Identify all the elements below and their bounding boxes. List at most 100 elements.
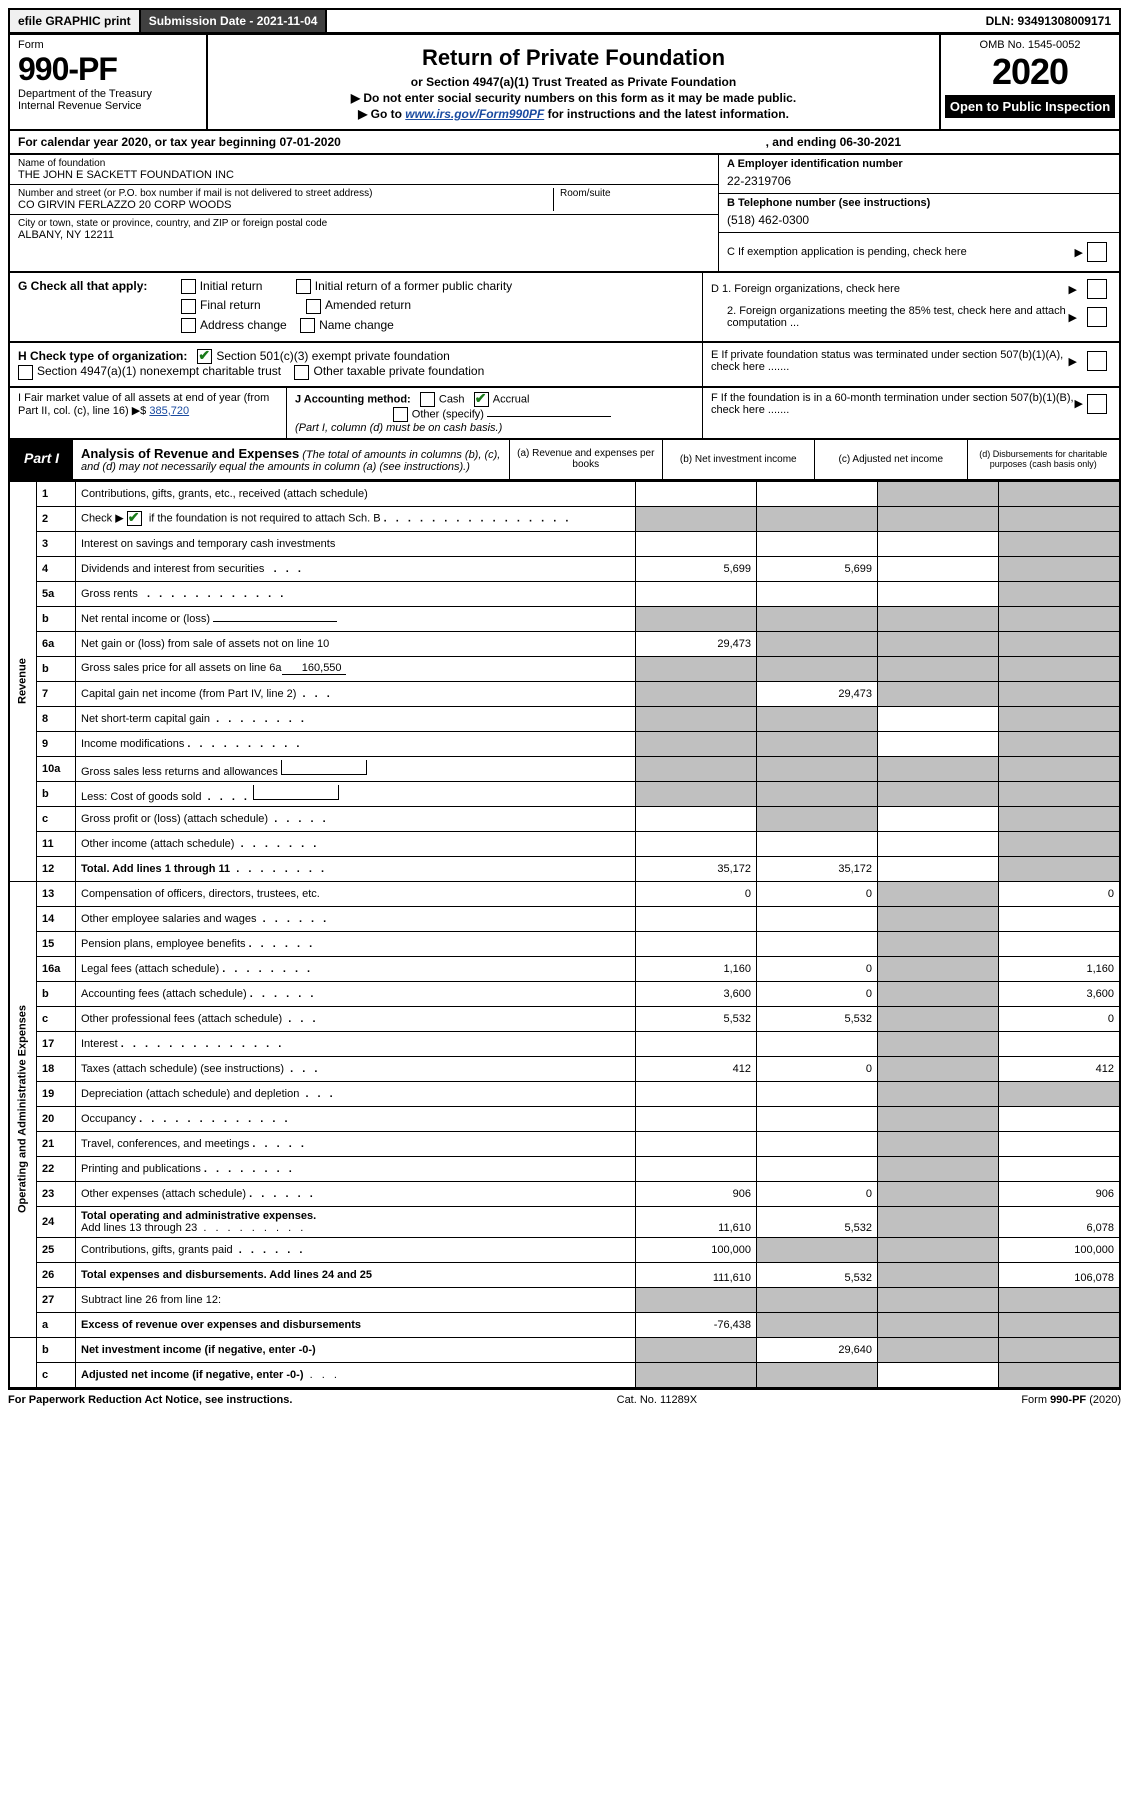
val-18b: 0	[757, 1056, 878, 1081]
line-27-desc: Subtract line 26 from line 12:	[76, 1287, 636, 1312]
topbar-spacer	[327, 10, 977, 32]
line-3-desc: Interest on savings and temporary cash i…	[76, 531, 636, 556]
form-subtitle: or Section 4947(a)(1) Trust Treated as P…	[216, 75, 931, 89]
val-23a: 906	[636, 1181, 757, 1206]
line-num: 14	[37, 906, 76, 931]
section-D: D 1. Foreign organizations, check here▶ …	[703, 273, 1119, 341]
form-url-link[interactable]: www.irs.gov/Form990PF	[405, 107, 544, 121]
other-taxable-checkbox[interactable]	[294, 365, 309, 380]
c-cell: C If exemption application is pending, c…	[719, 233, 1119, 271]
val-23b: 0	[757, 1181, 878, 1206]
line-num: 25	[37, 1237, 76, 1262]
section-G: G Check all that apply: Initial return I…	[10, 273, 703, 341]
val-16b-a: 3,600	[636, 981, 757, 1006]
amended-checkbox[interactable]	[306, 299, 321, 314]
val-13b: 0	[757, 881, 878, 906]
line-16b-desc: Accounting fees (attach schedule) . . . …	[76, 981, 636, 1006]
val-16b-d: 3,600	[999, 981, 1121, 1006]
foundation-city: ALBANY, NY 12211	[18, 229, 710, 241]
line-2-desc: Check ▶ if the foundation is not require…	[76, 506, 636, 531]
f-checkbox[interactable]	[1087, 394, 1107, 414]
line-num: 9	[37, 731, 76, 756]
line-num: 1	[37, 481, 76, 506]
line-num: b	[37, 981, 76, 1006]
501c3-checkbox[interactable]	[197, 349, 212, 364]
goto-line: ▶ Go to www.irs.gov/Form990PF for instru…	[216, 107, 931, 121]
h-label: H Check type of organization:	[18, 349, 187, 363]
name-change-label: Name change	[319, 318, 394, 332]
goto-post: for instructions and the latest informat…	[544, 107, 789, 121]
c-label: C If exemption application is pending, c…	[727, 246, 1075, 258]
goto-pre: ▶ Go to	[358, 107, 405, 121]
calendar-year-row: For calendar year 2020, or tax year begi…	[8, 131, 1121, 155]
c-checkbox[interactable]	[1087, 242, 1107, 262]
line-num: 4	[37, 556, 76, 581]
expenses-section-label: Operating and Administrative Expenses	[9, 881, 37, 1337]
city-label: City or town, state or province, country…	[18, 218, 710, 229]
cash-checkbox[interactable]	[420, 392, 435, 407]
4947-checkbox[interactable]	[18, 365, 33, 380]
accrual-label: Accrual	[493, 393, 530, 405]
foundation-info-block: Name of foundation THE JOHN E SACKETT FO…	[8, 155, 1121, 273]
addr-label: Number and street (or P.O. box number if…	[18, 188, 553, 199]
val-18d: 412	[999, 1056, 1121, 1081]
line-26-desc: Total expenses and disbursements. Add li…	[76, 1262, 636, 1287]
line-23-desc: Other expenses (attach schedule) . . . .…	[76, 1181, 636, 1206]
section-IJF: I Fair market value of all assets at end…	[8, 388, 1121, 440]
top-bar: efile GRAPHIC print Submission Date - 20…	[8, 8, 1121, 34]
line-21-desc: Travel, conferences, and meetings . . . …	[76, 1131, 636, 1156]
line-22-desc: Printing and publications . . . . . . . …	[76, 1156, 636, 1181]
city-cell: City or town, state or province, country…	[10, 215, 718, 244]
val-24d: 6,078	[999, 1206, 1121, 1237]
line-num: b	[37, 656, 76, 681]
line-27a-desc: Excess of revenue over expenses and disb…	[76, 1312, 636, 1337]
col-d-header: (d) Disbursements for charitable purpose…	[967, 440, 1120, 479]
val-4b: 5,699	[757, 556, 878, 581]
omb-number: OMB No. 1545-0052	[945, 39, 1115, 51]
d2-checkbox[interactable]	[1087, 307, 1107, 327]
name-label: Name of foundation	[18, 158, 710, 169]
e-checkbox[interactable]	[1087, 351, 1107, 371]
line-num: 17	[37, 1031, 76, 1056]
501c3-label: Section 501(c)(3) exempt private foundat…	[216, 349, 449, 363]
address-change-checkbox[interactable]	[181, 318, 196, 333]
foundation-name: THE JOHN E SACKETT FOUNDATION INC	[18, 169, 710, 181]
line-7-desc: Capital gain net income (from Part IV, l…	[76, 681, 636, 706]
val-16b-b: 0	[757, 981, 878, 1006]
line-num: 19	[37, 1081, 76, 1106]
efile-graphic-print-button[interactable]: efile GRAPHIC print	[10, 10, 141, 32]
schb-checkbox[interactable]	[127, 511, 142, 526]
submission-date-button[interactable]: Submission Date - 2021-11-04	[141, 10, 328, 32]
val-25a: 100,000	[636, 1237, 757, 1262]
line-num: a	[37, 1312, 76, 1337]
val-27a: -76,438	[636, 1312, 757, 1337]
footer: For Paperwork Reduction Act Notice, see …	[8, 1389, 1121, 1406]
val-12b: 35,172	[757, 856, 878, 881]
line-16a-desc: Legal fees (attach schedule) . . . . . .…	[76, 956, 636, 981]
line-num: 21	[37, 1131, 76, 1156]
initial-return-checkbox[interactable]	[181, 279, 196, 294]
ein-cell: A Employer identification number 22-2319…	[719, 155, 1119, 194]
line-num: c	[37, 1362, 76, 1388]
part1-label: Part I	[10, 440, 73, 479]
name-change-checkbox[interactable]	[300, 318, 315, 333]
fmv-value: 385,720	[149, 405, 189, 417]
final-return-checkbox[interactable]	[181, 299, 196, 314]
line-10b-desc: Less: Cost of goods sold . . . .	[76, 781, 636, 806]
initial-public-checkbox[interactable]	[296, 279, 311, 294]
line-num: 8	[37, 706, 76, 731]
section-H-E: H Check type of organization: Section 50…	[8, 343, 1121, 388]
d1-checkbox[interactable]	[1087, 279, 1107, 299]
d2-label: 2. Foreign organizations meeting the 85%…	[711, 305, 1069, 329]
other-method-checkbox[interactable]	[393, 407, 408, 422]
line-15-desc: Pension plans, employee benefits . . . .…	[76, 931, 636, 956]
section-J: J Accounting method: Cash Accrual Other …	[287, 388, 703, 438]
val-23d: 906	[999, 1181, 1121, 1206]
j-note: (Part I, column (d) must be on cash basi…	[295, 422, 502, 434]
line-6b-desc: Gross sales price for all assets on line…	[76, 656, 636, 681]
line-num: c	[37, 806, 76, 831]
part1-table: Revenue 1Contributions, gifts, grants, e…	[8, 481, 1121, 1389]
line-num: 13	[37, 881, 76, 906]
line-10a-desc: Gross sales less returns and allowances	[76, 756, 636, 781]
accrual-checkbox[interactable]	[474, 392, 489, 407]
